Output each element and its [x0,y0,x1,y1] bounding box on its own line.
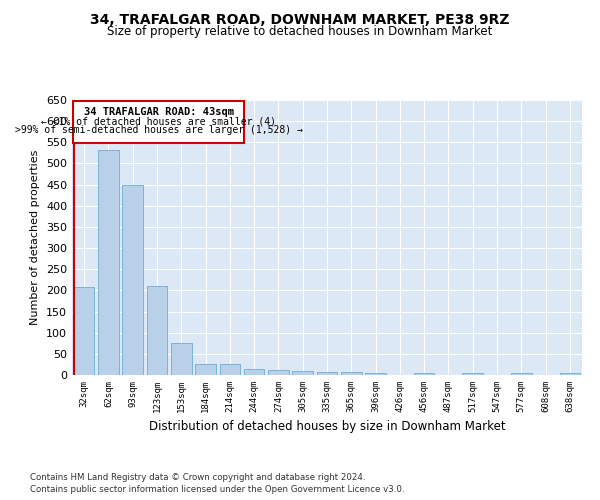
Bar [511,373,532,375]
Bar [463,373,483,375]
Bar [195,364,216,375]
Bar [171,344,191,375]
Bar [292,371,313,375]
Bar [244,368,265,375]
Bar [560,373,580,375]
Bar [73,101,244,143]
Bar [122,184,143,375]
Text: 34, TRAFALGAR ROAD, DOWNHAM MARKET, PE38 9RZ: 34, TRAFALGAR ROAD, DOWNHAM MARKET, PE38… [90,12,510,26]
Bar [98,150,119,375]
Bar [146,286,167,375]
Text: Size of property relative to detached houses in Downham Market: Size of property relative to detached ho… [107,25,493,38]
Text: 34 TRAFALGAR ROAD: 43sqm: 34 TRAFALGAR ROAD: 43sqm [83,107,233,117]
Text: Contains HM Land Registry data © Crown copyright and database right 2024.: Contains HM Land Registry data © Crown c… [30,472,365,482]
Bar [220,364,240,375]
Text: ← <1% of detached houses are smaller (4): ← <1% of detached houses are smaller (4) [41,116,276,126]
Bar [74,288,94,375]
Bar [268,370,289,375]
Bar [414,373,434,375]
Text: >99% of semi-detached houses are larger (1,528) →: >99% of semi-detached houses are larger … [14,124,302,134]
Text: Contains public sector information licensed under the Open Government Licence v3: Contains public sector information licen… [30,485,404,494]
Bar [341,372,362,375]
Bar [365,373,386,375]
Bar [317,372,337,375]
X-axis label: Distribution of detached houses by size in Downham Market: Distribution of detached houses by size … [149,420,505,434]
Y-axis label: Number of detached properties: Number of detached properties [31,150,40,325]
